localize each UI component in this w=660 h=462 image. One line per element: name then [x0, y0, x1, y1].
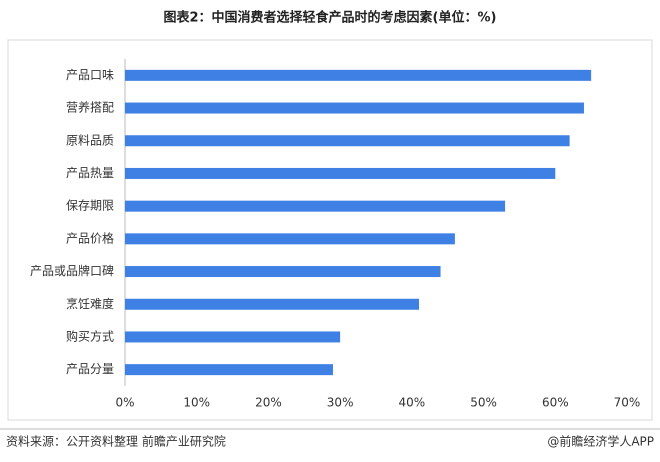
y-tick-label: 产品价格 — [66, 230, 114, 245]
bar — [125, 167, 556, 179]
x-tick-label: 0% — [115, 396, 134, 410]
y-tick-label: 产品分量 — [66, 362, 114, 376]
x-tick-label: 70% — [614, 396, 641, 410]
bar — [125, 364, 333, 376]
x-tick-label: 10% — [183, 396, 210, 410]
x-tick-label: 40% — [399, 396, 426, 410]
bar — [125, 200, 506, 212]
bar — [125, 298, 420, 310]
y-tick-label: 产品或品牌口碑 — [30, 263, 114, 278]
y-tick-label: 产品口味 — [66, 68, 114, 82]
bar — [125, 69, 592, 81]
y-tick-label: 保存期限 — [66, 199, 114, 213]
plot-frame — [7, 39, 653, 421]
x-tick-label: 30% — [327, 396, 354, 410]
x-tick-label: 20% — [255, 396, 282, 410]
source: 资料来源：公开资料整理 前瞻产业研究院 — [6, 434, 226, 449]
y-tick-label: 原料品质 — [66, 133, 114, 147]
bar — [125, 331, 341, 343]
y-tick-label: 产品热量 — [66, 166, 114, 180]
x-tick-label: 60% — [542, 396, 569, 410]
chart-title: 图表2：中国消费者选择轻食产品时的考虑因素(单位：%) — [164, 10, 497, 26]
y-tick-label: 烹饪难度 — [66, 296, 114, 311]
bar — [125, 266, 441, 278]
x-tick-label: 50% — [470, 396, 497, 410]
y-tick-label: 购买方式 — [66, 328, 114, 343]
bar — [125, 233, 455, 245]
bar — [125, 102, 584, 114]
credit: @前瞻经济学人APP — [547, 434, 654, 449]
y-tick-label: 营养搭配 — [66, 100, 114, 115]
bar — [125, 135, 570, 147]
